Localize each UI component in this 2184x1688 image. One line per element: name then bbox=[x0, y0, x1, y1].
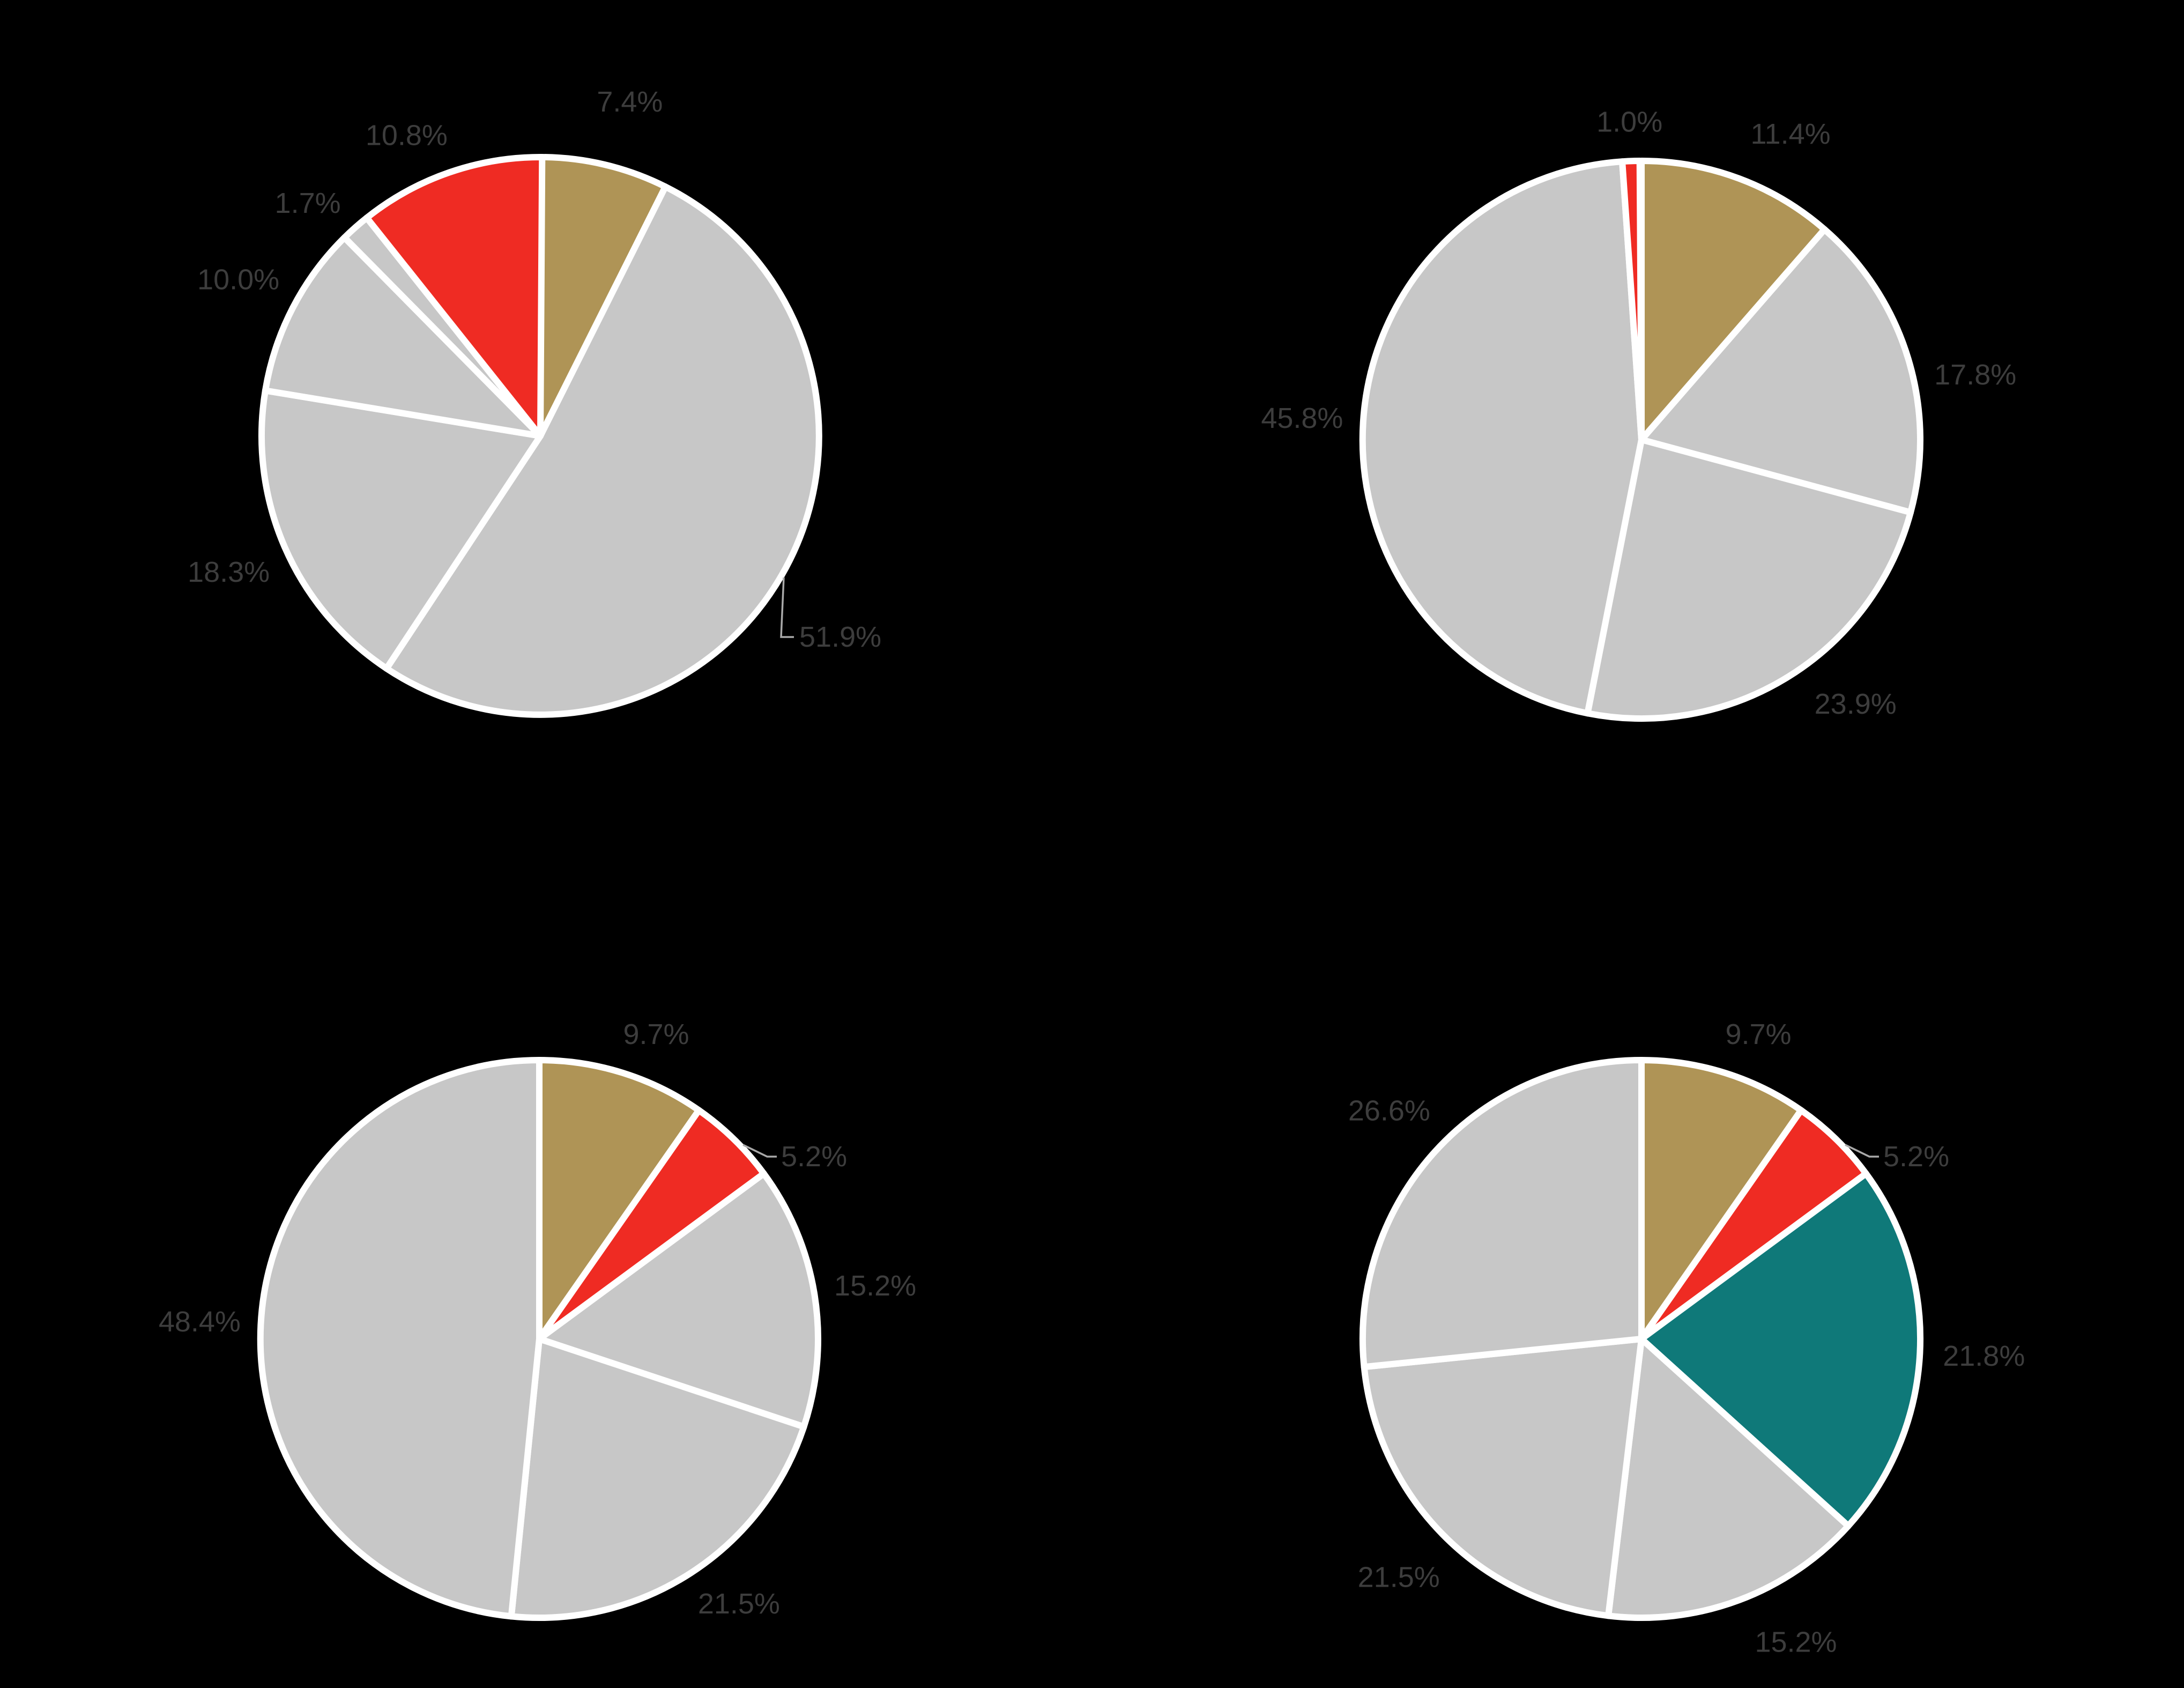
label-leader-line bbox=[742, 1144, 777, 1158]
slice-percentage-label: 45.8% bbox=[1261, 402, 1343, 434]
slice-percentage-label: 23.9% bbox=[1815, 688, 1897, 720]
slice-percentage-label: 10.8% bbox=[366, 119, 448, 151]
pie-slice-gold bbox=[536, 1057, 702, 1342]
slice-percentage-label: 7.4% bbox=[597, 86, 663, 118]
slice-percentage-label: 5.2% bbox=[781, 1141, 847, 1173]
pie-slice-gray bbox=[262, 234, 544, 439]
slice-percentage-label: 15.2% bbox=[1755, 1626, 1837, 1658]
label-leader-line bbox=[1845, 1144, 1879, 1158]
pie-slice-gray bbox=[1359, 158, 1645, 717]
slice-percentage-label: 15.2% bbox=[834, 1270, 916, 1302]
slice-percentage-label: 11.4% bbox=[1751, 118, 1831, 150]
pie-slice-gray bbox=[383, 183, 822, 718]
slice-percentage-label: 21.5% bbox=[1358, 1561, 1440, 1593]
label-leader-line bbox=[780, 577, 794, 638]
pie-slice-gray bbox=[1605, 1336, 1852, 1621]
slice-percentage-label: 48.4% bbox=[159, 1306, 241, 1338]
pie-bottom-right: 9.7% 5.2% 21.8% 15.2% 21.5% 26.6% bbox=[1348, 1018, 2025, 1658]
pie-slice-gray bbox=[257, 1057, 543, 1620]
pie-slice-teal bbox=[1638, 1170, 1923, 1529]
slice-percentage-label: 21.8% bbox=[1943, 1340, 2025, 1372]
slice-percentage-label: 9.7% bbox=[623, 1018, 689, 1050]
slice-percentage-label: 51.9% bbox=[799, 621, 881, 653]
pie-slice-gray bbox=[1584, 436, 1914, 722]
slice-percentage-label: 1.7% bbox=[275, 187, 341, 219]
slice-percentage-label: 18.3% bbox=[188, 556, 270, 588]
pie-slice-red bbox=[1619, 158, 1645, 443]
pie-slice-gold bbox=[1638, 1057, 1804, 1342]
slice-percentage-label: 10.0% bbox=[197, 263, 279, 295]
pie-slice-gray bbox=[508, 1336, 807, 1622]
slice-percentage-label: 21.5% bbox=[698, 1588, 780, 1620]
slice-percentage-label: 1.0% bbox=[1596, 106, 1662, 138]
slice-percentage-label: 9.7% bbox=[1725, 1018, 1791, 1050]
pie-top-right: 11.4% 17.8% 23.9% 45.8% 1.0% bbox=[1261, 106, 2016, 722]
pie-top-left: 7.4% 51.9% 18.3% 10.0% 1.7% 10.8% bbox=[188, 86, 881, 718]
pie-slice-gray bbox=[258, 387, 544, 672]
pie-slice-gray bbox=[1359, 1057, 1645, 1371]
pie-slice-gold bbox=[537, 154, 669, 439]
pie-slice-gray bbox=[1361, 1336, 1645, 1619]
pie-slice-red bbox=[363, 153, 546, 439]
pie-slice-gold bbox=[1638, 158, 1828, 443]
pie-bottom-left: 9.7% 5.2% 15.2% 21.5% 48.4% bbox=[159, 1018, 916, 1622]
slice-percentage-label: 26.6% bbox=[1348, 1095, 1430, 1127]
slice-percentage-label: 5.2% bbox=[1883, 1141, 1949, 1173]
pie-slice-gray bbox=[536, 1170, 821, 1430]
slice-percentage-label: 17.8% bbox=[1934, 359, 2016, 391]
pie-slice-gray bbox=[1638, 226, 1923, 516]
